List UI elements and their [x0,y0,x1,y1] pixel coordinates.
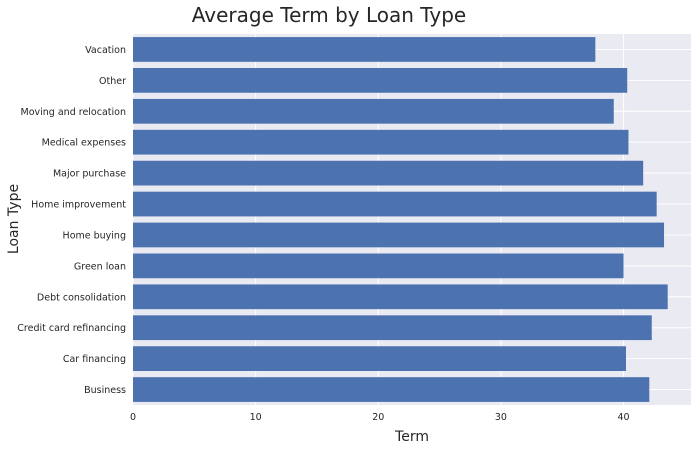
x-tick-label: 20 [372,412,384,423]
x-axis-title: Term [394,429,429,445]
x-tick-labels: 0 10 20 30 40 [130,412,630,423]
y-tick-label: Credit card refinancing [17,323,126,334]
y-tick-label: Home improvement [31,200,126,211]
x-tick-label: 0 [130,412,136,423]
bar-credit-card-refinancing [133,315,652,341]
bar-home-improvement [133,191,657,217]
plot-area [133,34,691,405]
y-tick-label: Other [99,76,126,87]
chart-title: Average Term by Loan Type [192,3,466,27]
bar-vacation [133,37,596,62]
bar-business [133,377,650,402]
bar-debt-consolidation [133,284,668,310]
bar-moving-and-relocation [133,98,614,124]
bars [133,37,668,402]
y-tick-label: Car financing [63,354,126,365]
y-tick-label: Green loan [74,261,126,272]
y-tick-label: Business [84,385,126,396]
bar-other [133,68,628,93]
y-axis-title: Loan Type [6,184,22,254]
y-tick-label: Moving and relocation [21,107,126,118]
y-tick-label: Major purchase [53,169,126,180]
bar-home-buying [133,222,665,248]
x-tick-label: 40 [618,412,630,423]
y-tick-label: Home buying [63,230,126,241]
x-tick-label: 10 [250,412,262,423]
bar-major-purchase [133,160,644,186]
x-tick-label: 30 [495,412,507,423]
y-tick-labels: Business Car financing Credit card refinan… [17,45,126,396]
y-tick-label: Debt consolidation [37,292,126,303]
bar-medical-expenses [133,129,629,155]
y-tick-label: Medical expenses [42,138,126,149]
bar-car-financing [133,346,627,371]
y-tick-label: Vacation [85,45,126,56]
bar-green-loan [133,253,624,279]
